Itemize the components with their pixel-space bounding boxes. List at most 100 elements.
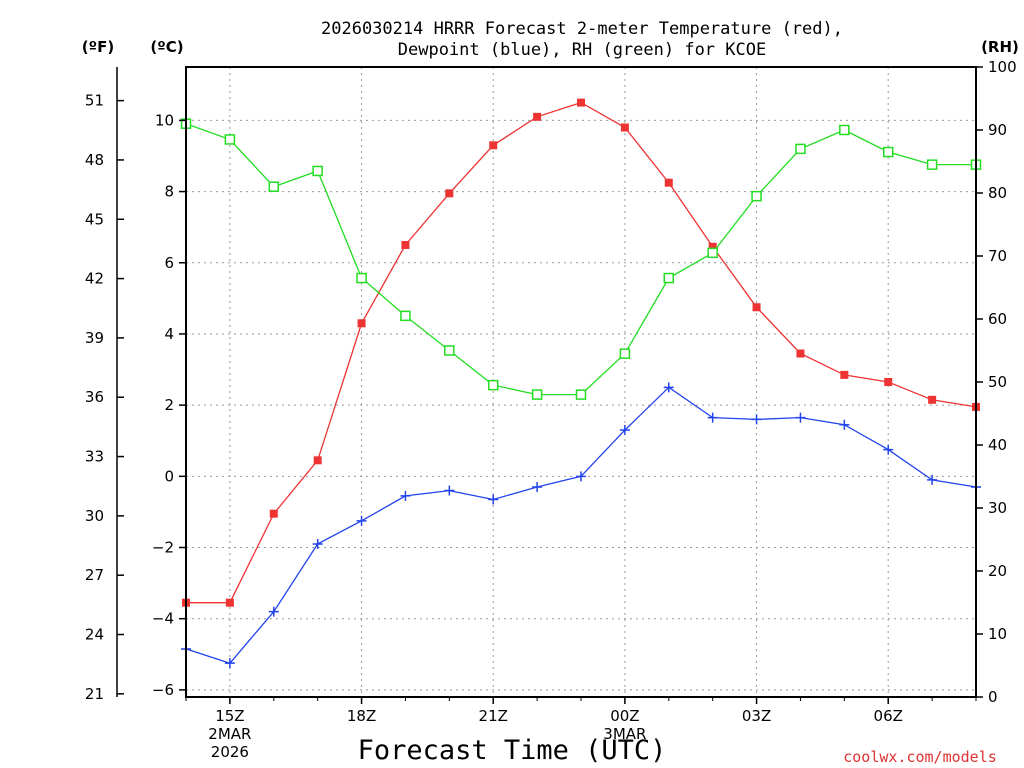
rh-tick-label: 40 [988, 436, 1007, 454]
temperature-point [401, 240, 410, 249]
rh-tick-label: 60 [988, 310, 1007, 328]
fahrenheit-tick-label: 30 [85, 507, 104, 525]
rh-tick-label: 0 [988, 688, 998, 706]
chart-title-line-1: 2026030214 HRRR Forecast 2-meter Tempera… [321, 19, 843, 39]
credit-text: coolwx.com/models [843, 748, 997, 766]
rh-tick-label: 10 [988, 625, 1007, 643]
grid-lines [186, 67, 976, 697]
dewpoint-point [356, 515, 367, 526]
dewpoint-point [751, 414, 762, 425]
celsius-unit-label: (ºC) [150, 38, 183, 56]
temperature-point [445, 189, 454, 198]
dewpoint-point [883, 444, 894, 455]
plot-frame [185, 66, 977, 698]
dewpoint-point [927, 474, 938, 485]
rh-tick-label: 30 [988, 499, 1007, 517]
dewpoint-point [576, 471, 586, 482]
fahrenheit-tick-label: 39 [85, 329, 104, 347]
fahrenheit-tick-label: 24 [85, 626, 104, 644]
dewpoint-point [312, 538, 323, 549]
rh-tick-label: 70 [988, 247, 1007, 265]
rh-tick-label: 80 [988, 184, 1007, 202]
celsius-tick-label: −2 [152, 539, 174, 557]
temperature-point [752, 303, 761, 312]
dewpoint-point [532, 482, 543, 492]
temperature-point [928, 395, 937, 404]
rh-tick-label: 20 [988, 562, 1007, 580]
temperature-line [186, 101, 977, 604]
rh-point [882, 146, 894, 158]
x-tick-label: 00Z [610, 707, 639, 725]
temperature-point [489, 141, 498, 150]
celsius-tick-label: 8 [164, 183, 174, 201]
fahrenheit-tick-label: 42 [85, 270, 104, 288]
chart-title-line-2: Dewpoint (blue), RH (green) for KCOE [398, 40, 766, 60]
dewpoint-point [444, 485, 455, 496]
rh-point [619, 348, 631, 359]
celsius-tick-label: 2 [164, 396, 174, 414]
rh-point [707, 247, 718, 259]
dewpoint-line [185, 386, 977, 664]
rh-point [224, 134, 236, 145]
temperature-point [620, 123, 629, 132]
celsius-tick-label: −6 [152, 681, 174, 699]
rh-point [751, 190, 762, 202]
celsius-tick-label: 10 [155, 111, 174, 129]
celsius-tick-label: −4 [152, 610, 174, 628]
x-tick-date-label: 2MAR [208, 725, 251, 743]
rh-point [795, 143, 806, 155]
celsius-tick-label: 6 [164, 254, 174, 272]
dewpoint-point [619, 425, 630, 436]
x-tick-date-label: 3MAR [603, 725, 646, 743]
rh-point [356, 272, 367, 284]
rh-point [487, 379, 499, 391]
rh-tick-label: 90 [988, 121, 1007, 139]
x-axis-label: Forecast Time (UTC) [358, 735, 667, 766]
x-tick-label: 03Z [742, 707, 771, 725]
fahrenheit-unit-label: (ºF) [82, 38, 114, 56]
rh-unit-label: (RH) [981, 38, 1019, 56]
temperature-point [357, 319, 366, 328]
rh-point [400, 310, 411, 322]
rh-point [926, 159, 938, 170]
rh-point [444, 345, 455, 356]
rh-point [663, 272, 675, 284]
dewpoint-point [400, 490, 411, 501]
data-series [180, 98, 982, 669]
x-tick-label: 06Z [874, 707, 903, 725]
rh-point [531, 389, 543, 400]
x-tick-label: 21Z [479, 707, 508, 725]
dewpoint-point [268, 606, 279, 617]
dewpoint-point [663, 382, 674, 393]
celsius-tick-label: 4 [164, 325, 174, 343]
dewpoint-point [839, 419, 850, 430]
fahrenheit-tick-label: 36 [85, 388, 104, 406]
temperature-point [533, 112, 542, 121]
fahrenheit-tick-label: 51 [85, 92, 104, 110]
x-tick-label: 18Z [347, 707, 376, 725]
celsius-tick-label: 0 [164, 467, 174, 485]
rh-line [185, 123, 976, 396]
rh-point [575, 389, 587, 400]
dewpoint-point [488, 494, 499, 505]
rh-point [268, 181, 280, 192]
dewpoint-point [224, 658, 235, 669]
fahrenheit-tick-label: 48 [85, 151, 104, 169]
rh-point [312, 165, 323, 177]
temperature-point [664, 178, 673, 187]
temperature-point [796, 349, 805, 358]
temperature-point [840, 370, 849, 379]
fahrenheit-tick-label: 27 [85, 566, 104, 584]
rh-tick-label: 50 [988, 373, 1007, 391]
fahrenheit-tick-label: 45 [85, 210, 104, 228]
fahrenheit-tick-label: 33 [85, 448, 104, 466]
x-tick-year-label: 2026 [211, 743, 249, 761]
temperature-point [708, 242, 717, 251]
dewpoint-point [795, 412, 806, 423]
temperature-point [884, 378, 893, 386]
temperature-point [577, 98, 585, 107]
rh-tick-label: 100 [988, 58, 1017, 76]
dewpoint-point [707, 412, 718, 423]
